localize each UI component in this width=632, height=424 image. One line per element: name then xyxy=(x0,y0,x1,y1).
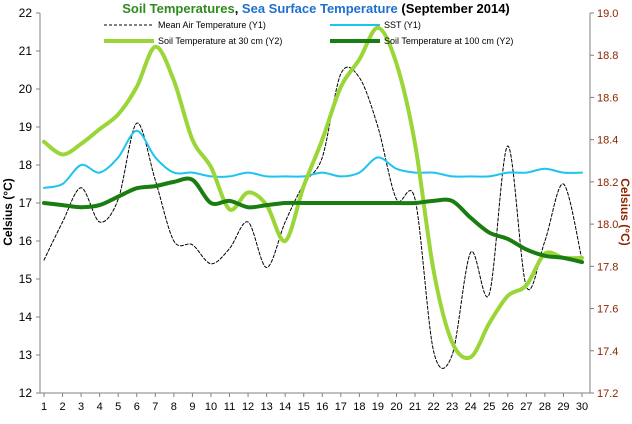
series-line xyxy=(42,176,584,265)
y1-tick-label: 14 xyxy=(19,310,33,324)
x-tick-label: 16 xyxy=(316,401,328,413)
y2-tick-label: 19.0 xyxy=(597,8,618,20)
x-tick-label: 6 xyxy=(134,401,140,413)
x-tick-label: 23 xyxy=(446,401,458,413)
legend-label: Soil Temperature at 100 cm (Y2) xyxy=(384,36,513,46)
chart-title: Soil Temperatures, Sea Surface Temperatu… xyxy=(122,1,510,16)
x-tick-label: 26 xyxy=(502,401,514,413)
series-line xyxy=(43,129,583,189)
y2-tick-label: 17.6 xyxy=(597,304,618,316)
y2-tick-label: 17.2 xyxy=(597,388,618,400)
plot-area: 121314151617181920212217.217.417.617.818… xyxy=(19,6,619,413)
x-tick-label: 20 xyxy=(390,401,402,413)
y2-tick-label: 18.6 xyxy=(597,92,618,104)
x-tick-label: 1 xyxy=(41,401,47,413)
y2-tick-label: 17.8 xyxy=(597,261,618,273)
x-tick-label: 27 xyxy=(520,401,532,413)
x-tick-label: 9 xyxy=(189,401,195,413)
x-tick-label: 19 xyxy=(372,401,384,413)
y2-tick-label: 18.4 xyxy=(597,135,618,147)
x-tick-label: 29 xyxy=(557,401,569,413)
y2-axis-label: Celsius (°C) xyxy=(618,178,632,245)
x-tick-label: 3 xyxy=(78,401,84,413)
x-tick-label: 7 xyxy=(152,401,158,413)
y1-tick-label: 13 xyxy=(19,348,33,362)
title-part: , xyxy=(235,1,242,16)
y2-tick-label: 17.4 xyxy=(597,346,618,358)
y2-tick-label: 18.2 xyxy=(597,177,618,189)
x-tick-label: 8 xyxy=(171,401,177,413)
legend-label: SST (Y1) xyxy=(384,20,421,30)
x-tick-label: 12 xyxy=(242,401,254,413)
x-tick-label: 15 xyxy=(298,401,310,413)
y1-tick-label: 18 xyxy=(19,158,33,172)
x-tick-label: 24 xyxy=(465,401,477,413)
y2-tick-label: 18.8 xyxy=(597,50,618,62)
x-tick-label: 4 xyxy=(97,401,103,413)
x-tick-label: 14 xyxy=(279,401,291,413)
x-tick-label: 30 xyxy=(576,401,588,413)
legend-label: Mean Air Temperature (Y1) xyxy=(158,20,266,30)
y2-tick-label: 18.0 xyxy=(597,219,618,231)
x-tick-label: 21 xyxy=(409,401,421,413)
y1-tick-label: 12 xyxy=(19,386,33,400)
x-tick-label: 2 xyxy=(59,401,65,413)
legend: Mean Air Temperature (Y1) SST (Y1) Soil Te… xyxy=(104,20,513,46)
title-part: Soil Temperatures xyxy=(122,1,234,16)
x-tick-label: 11 xyxy=(224,401,235,413)
series-line xyxy=(42,25,584,361)
x-tick-label: 10 xyxy=(205,401,217,413)
title-part: Sea Surface Temperature xyxy=(242,1,398,16)
y1-tick-label: 21 xyxy=(19,44,33,58)
title-part: (September 2014) xyxy=(398,1,510,16)
x-tick-label: 5 xyxy=(115,401,121,413)
x-tick-label: 28 xyxy=(539,401,551,413)
series-line xyxy=(43,66,583,369)
x-tick-label: 25 xyxy=(483,401,495,413)
y1-axis-label: Celsius (°C) xyxy=(1,178,15,245)
x-tick-label: 18 xyxy=(353,401,365,413)
x-tick-label: 13 xyxy=(260,401,272,413)
x-tick-label: 22 xyxy=(427,401,439,413)
y1-tick-label: 20 xyxy=(19,82,33,96)
y1-tick-label: 19 xyxy=(19,120,33,134)
y1-tick-label: 22 xyxy=(19,6,33,20)
y1-tick-label: 17 xyxy=(19,196,33,210)
x-tick-label: 17 xyxy=(335,401,347,413)
legend-label: Soil Temperature at 30 cm (Y2) xyxy=(158,36,282,46)
y1-tick-label: 16 xyxy=(19,234,33,248)
y1-tick-label: 15 xyxy=(19,272,33,286)
